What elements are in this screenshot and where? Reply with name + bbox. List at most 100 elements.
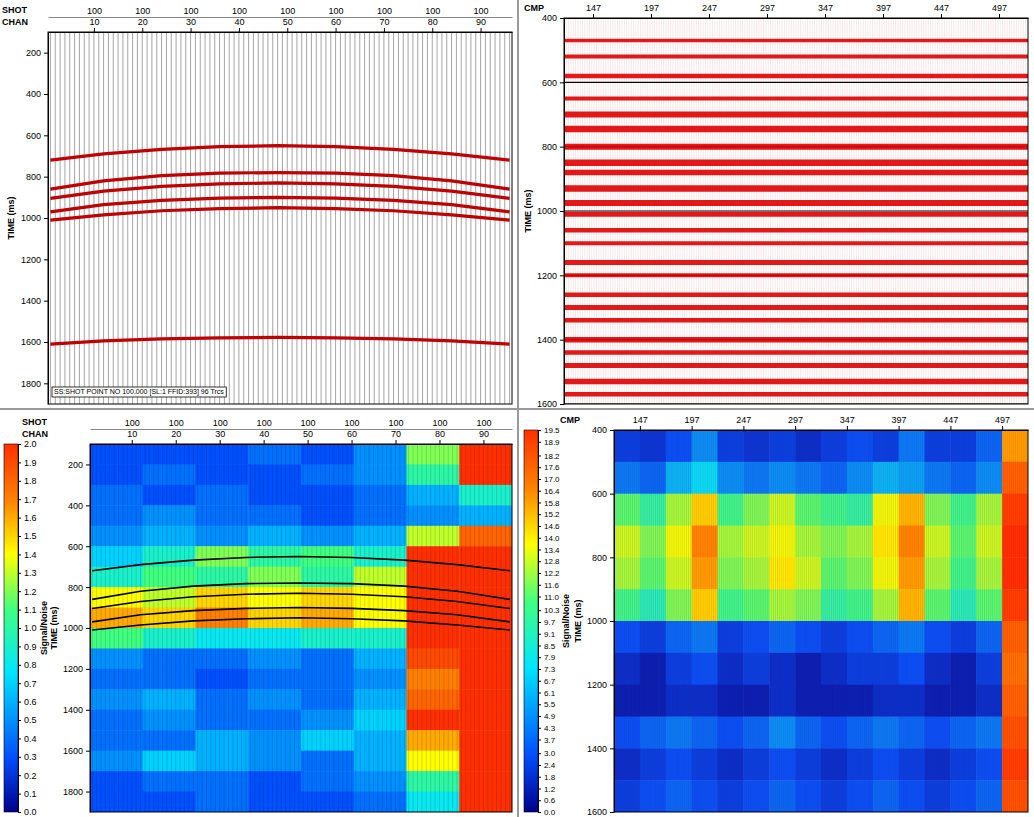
x-axis-tick-label: 147 <box>586 3 601 13</box>
heatmap-cell <box>143 689 196 710</box>
y-axis-tick-mark <box>44 53 48 54</box>
heatmap-cell <box>354 628 407 649</box>
x-axis-tick: 70 <box>391 429 401 444</box>
y-axis-tick-label: 600 <box>26 131 41 141</box>
heatmap-cell <box>459 792 512 812</box>
plot-background <box>614 430 1028 812</box>
y-axis-tick: 200 <box>26 48 48 58</box>
trace-line <box>897 430 898 812</box>
x-axis-tick: 497 <box>995 415 1010 430</box>
trace-line <box>661 430 662 812</box>
trace-line <box>379 32 380 404</box>
trace-line <box>377 444 378 812</box>
annotation-text: SS:SHOT POINT NO 100.000 [SL:1 FFID:393]… <box>54 388 224 396</box>
trace-line <box>137 32 138 404</box>
trace-line <box>731 430 732 812</box>
colorbar-axis-tick-label: 0.2 <box>24 771 37 781</box>
colorbar-axis-tick-mark <box>18 481 21 482</box>
heatmap-cell <box>301 485 354 506</box>
trace-line <box>862 430 863 812</box>
heatmap-cell <box>143 485 196 506</box>
y-axis-tick-label: 1400 <box>63 705 83 715</box>
y-axis-line <box>614 431 615 813</box>
colorbar-axis-tick: 0.1 <box>18 789 37 799</box>
y-axis-tick-mark <box>44 135 48 136</box>
x-axis-tick-mark <box>847 426 848 430</box>
heatmap-cell <box>354 689 407 710</box>
reflector <box>564 292 1028 297</box>
reflection-event <box>50 173 509 190</box>
trace-line <box>408 32 409 404</box>
heatmap-cell <box>196 587 249 608</box>
heatmap-cell <box>248 648 301 669</box>
trace-line <box>287 32 288 404</box>
trace-line <box>736 430 737 812</box>
trace-line <box>626 430 627 812</box>
reflector <box>564 39 1028 43</box>
colorbar-axis-tick-label: 7.3 <box>544 665 556 674</box>
colorbar-axis-tick-mark <box>538 716 541 717</box>
trace-line <box>854 430 855 812</box>
y-axis: 4006008001000120014001600 <box>537 13 565 409</box>
heatmap-cell <box>143 771 196 792</box>
trace-line <box>158 444 159 812</box>
trace-line <box>754 430 755 812</box>
colorbar-axis-tick-label: 0.6 <box>544 796 556 805</box>
trace-lines <box>614 430 1026 812</box>
y-axis-tick-label: 1200 <box>587 680 607 690</box>
trace-line <box>845 430 846 812</box>
heatmap-cell <box>90 526 143 547</box>
y-axis: 4006008001000120014001600 <box>587 425 615 817</box>
x-axis-tick-label: 50 <box>283 17 293 27</box>
colorbar-axis-tick-label: 1.0 <box>24 623 37 633</box>
grid-line <box>564 210 1028 211</box>
x-axis-tick: 347 <box>840 415 855 430</box>
x-axis-tick-mark <box>239 28 240 32</box>
colorbar-axis-tick: 2.0 <box>18 439 37 449</box>
plot-area <box>50 32 509 404</box>
reflection-event <box>50 208 509 220</box>
trace-line <box>655 430 656 812</box>
y-axis-tick-mark <box>86 669 90 670</box>
y-axis-tick-label: 600 <box>542 78 557 88</box>
heatmap-cell <box>196 730 249 751</box>
shot-axis-tick-label: 100 <box>135 6 150 16</box>
y-axis-tick-label: 1200 <box>21 255 41 265</box>
trace-line <box>988 430 989 812</box>
heatmap-cell <box>90 546 143 567</box>
trace-line <box>359 32 360 404</box>
trace-line <box>798 430 799 812</box>
heatmap-cell <box>143 567 196 588</box>
trace-line <box>810 430 811 812</box>
trace-line <box>802 430 803 812</box>
trace-line <box>965 430 966 812</box>
colorbar-axis-tick-mark <box>538 561 541 562</box>
heatmap-cells <box>90 444 512 812</box>
colorbar-axis-tick-label: 15.2 <box>544 510 560 519</box>
trace-line <box>665 430 666 812</box>
trace-line <box>437 32 438 404</box>
heatmap-cell <box>143 464 196 485</box>
colorbar-axis-tick-mark <box>18 554 21 555</box>
plot-frame <box>614 430 1028 812</box>
colorbar-axis-tick-mark <box>18 738 21 739</box>
colorbar-axis-tick-mark <box>538 669 541 670</box>
shot-axis: 100100100100100100100100100 <box>91 418 513 430</box>
trace-line <box>162 444 163 812</box>
heatmap-cell <box>459 546 512 567</box>
y-axis-tick-mark <box>44 342 48 343</box>
heatmap-cell <box>459 444 512 465</box>
shot-axis-tick: 100 <box>87 6 102 17</box>
trace-line <box>180 32 181 404</box>
colorbar-axis-tick: 1.3 <box>18 568 37 578</box>
x-axis-tick: 30 <box>215 429 225 444</box>
y-axis-line <box>564 19 565 405</box>
x-axis: 147197247297347397447497 <box>615 415 1029 431</box>
trace-line <box>721 430 722 812</box>
trace-line <box>717 430 718 812</box>
heatmap-cell <box>407 730 460 751</box>
colorbar-axis-tick-label: 11.0 <box>544 593 560 602</box>
trace-line <box>398 32 399 404</box>
trace-line <box>1011 430 1012 812</box>
colorbar-axis-tick-mark <box>538 740 541 741</box>
